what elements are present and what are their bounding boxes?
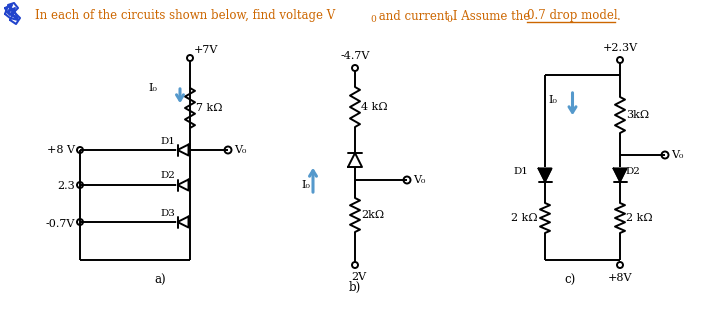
Text: In each of the circuits shown below, find voltage V: In each of the circuits shown below, fin… [35, 10, 335, 22]
Polygon shape [539, 169, 552, 181]
Text: c): c) [565, 274, 576, 286]
Text: 0: 0 [370, 14, 376, 23]
Text: I₀: I₀ [549, 95, 557, 105]
Text: -0.7V: -0.7V [46, 219, 75, 229]
Text: V₀: V₀ [413, 175, 426, 185]
Text: .: . [617, 10, 620, 22]
Text: .  Assume the: . Assume the [450, 10, 534, 22]
Text: b): b) [349, 281, 361, 293]
Text: 7 kΩ: 7 kΩ [196, 103, 222, 113]
Polygon shape [613, 169, 626, 181]
Text: +8V: +8V [607, 273, 632, 283]
Text: 0: 0 [446, 14, 452, 23]
Text: 3kΩ: 3kΩ [626, 110, 649, 120]
Text: 2kΩ: 2kΩ [361, 210, 384, 220]
Text: and current I: and current I [375, 10, 458, 22]
Text: +8 V: +8 V [47, 145, 75, 155]
Text: I₀: I₀ [148, 83, 157, 93]
Text: 2.3: 2.3 [57, 181, 75, 191]
Text: D1: D1 [513, 167, 528, 177]
Text: +2.3V: +2.3V [602, 43, 638, 53]
Text: +7V: +7V [194, 45, 219, 55]
Text: D2: D2 [160, 172, 175, 180]
Text: 2 kΩ: 2 kΩ [511, 213, 538, 223]
Text: V₀: V₀ [234, 145, 246, 155]
Text: 0.7 drop model: 0.7 drop model [527, 10, 618, 22]
Text: 2 kΩ: 2 kΩ [626, 213, 652, 223]
Text: a): a) [154, 274, 166, 286]
Text: 2V: 2V [351, 272, 366, 282]
Text: I₀: I₀ [301, 180, 310, 190]
Text: D1: D1 [160, 137, 175, 146]
Text: D3: D3 [160, 209, 175, 218]
Text: -4.7V: -4.7V [340, 51, 370, 61]
Text: V₀: V₀ [671, 150, 683, 160]
Text: D2: D2 [625, 167, 640, 177]
Text: 4 kΩ: 4 kΩ [361, 102, 387, 112]
